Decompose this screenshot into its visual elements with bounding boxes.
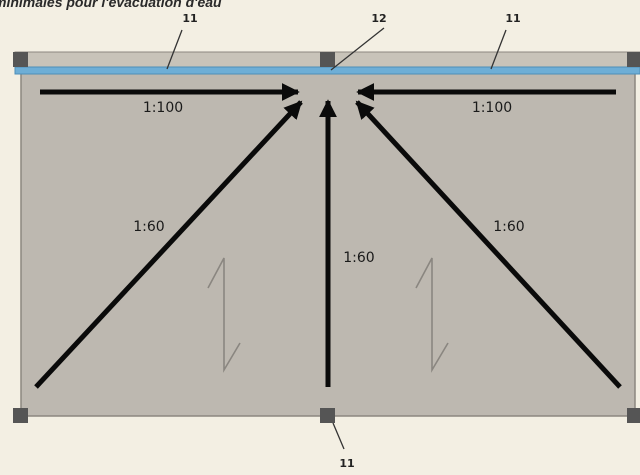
slope-label-top-right: 1:100 [472,100,512,116]
callout-corner-bottom: 11 [339,457,354,470]
corner-post-bottom-right [627,408,640,423]
corner-post-top-right [627,52,640,67]
slope-label-top-left: 1:100 [143,100,183,116]
callout-gutter-left: 11 [182,12,197,25]
slope-arrow-diagonal-left [34,100,303,389]
break-line-symbol-left [207,257,241,373]
leader-line-corner-bottom [332,422,345,450]
leader-line-gutter-left [166,29,183,70]
break-line-symbol-right [415,257,449,373]
corner-post-top-left [13,52,28,67]
corner-post-bottom-left [13,408,28,423]
drain-post [320,52,335,67]
slope-label-center: 1:60 [343,250,374,266]
leader-line-gutter-right [490,29,507,70]
callout-drain: 12 [371,12,386,25]
slope-label-diagonal-right: 1:60 [493,219,524,235]
leader-line-drain [330,27,385,71]
slope-arrow-diagonal-right [355,100,622,389]
corner-post-bottom-center [320,408,335,423]
slope-label-diagonal-left: 1:60 [133,219,164,235]
gutter [14,66,640,75]
figure-caption: minimales pour l'évacuation d'eau [0,0,222,10]
callout-gutter-right: 11 [505,12,520,25]
